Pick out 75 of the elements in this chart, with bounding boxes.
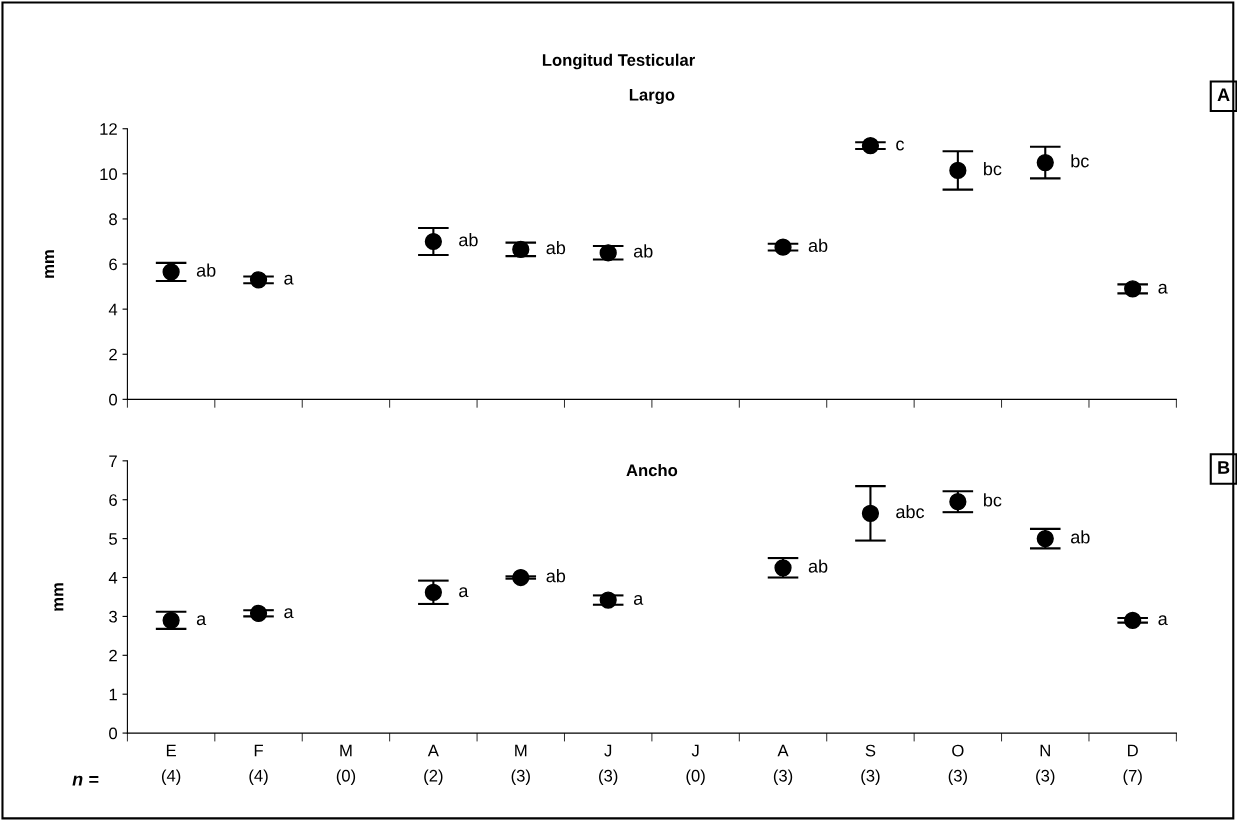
- point: [861, 504, 880, 522]
- y-tick-label: 8: [109, 213, 117, 226]
- data-label: bc: [984, 162, 1002, 176]
- point: [861, 137, 880, 155]
- point: [949, 161, 967, 180]
- x-tick-label: O (3): [948, 744, 967, 785]
- point: [949, 493, 967, 511]
- data-label: bc: [984, 493, 1002, 507]
- x-tick-label: S (3): [861, 744, 880, 785]
- y-tick-label: 10: [100, 168, 118, 181]
- data-label: ab: [633, 244, 653, 258]
- point: [599, 244, 617, 262]
- y-tick-label: 6: [109, 258, 117, 271]
- data-label: a: [633, 595, 644, 605]
- text: n =: [72, 775, 99, 786]
- x-tick-label: F (4): [249, 744, 268, 785]
- chart-title: Ancho: [626, 463, 678, 477]
- point: [599, 591, 617, 609]
- data-label: a: [1158, 283, 1168, 294]
- data-label: ab: [459, 233, 478, 247]
- y-axis-title: mm: [45, 250, 55, 278]
- y-tick-label: 7: [109, 455, 117, 467]
- point: [424, 232, 442, 251]
- y-tick-label: 0: [109, 727, 118, 740]
- data-label: ab: [546, 569, 566, 583]
- x-tick-label: E (4): [161, 744, 181, 785]
- data-label: ab: [546, 240, 566, 255]
- data-label: a: [196, 615, 207, 626]
- x-tick-label: A (2): [424, 744, 443, 785]
- y-tick-label: 5: [109, 533, 117, 545]
- x-tick-label: D (7): [1123, 744, 1142, 785]
- x-tick-label: M (3): [511, 744, 530, 785]
- y-tick-label: 6: [109, 494, 117, 506]
- chart-title: Longitud Testicular: [542, 53, 695, 70]
- y-tick-label: 3: [109, 610, 117, 623]
- y-tick-label: 2: [109, 649, 117, 662]
- point: [249, 604, 268, 622]
- text: B: [1218, 461, 1230, 474]
- x-tick-label: A (3): [773, 744, 793, 785]
- point: [1036, 153, 1054, 172]
- data-label: c: [896, 140, 904, 151]
- point: [512, 240, 530, 258]
- point: [774, 238, 792, 256]
- data-label: a: [284, 608, 294, 619]
- x-tick-label: N (3): [1036, 744, 1055, 785]
- y-tick-label: 1: [109, 688, 117, 701]
- y-tick-label: 4: [108, 303, 118, 316]
- x-tick-label: J (3): [599, 744, 618, 785]
- y-tick-label: 4: [108, 572, 118, 584]
- x-tick-label: M (0): [336, 744, 356, 785]
- data-label: ab: [1071, 530, 1090, 544]
- y-axis-title: mm: [54, 583, 64, 611]
- data-label: a: [1158, 615, 1168, 626]
- point: [249, 271, 268, 289]
- data-label: ab: [196, 263, 216, 277]
- point: [1124, 611, 1142, 629]
- y-tick-label: 2: [109, 348, 117, 361]
- point: [424, 583, 442, 601]
- y-tick-label: 12: [100, 123, 117, 135]
- point: [512, 568, 530, 587]
- text: A: [1217, 88, 1230, 101]
- data-label: a: [459, 587, 469, 598]
- data-label: a: [284, 274, 294, 285]
- point: [162, 611, 180, 629]
- point: [774, 559, 792, 577]
- data-label: ab: [808, 238, 828, 252]
- point: [1036, 530, 1054, 548]
- data-label: bc: [1071, 154, 1089, 168]
- y-tick-label: 0: [109, 393, 118, 406]
- chart-subtitle: Largo: [629, 89, 675, 105]
- x-tick-label: J (0): [686, 744, 705, 785]
- data-label: ab: [808, 559, 828, 573]
- point: [1124, 280, 1142, 298]
- data-label: abc: [896, 504, 925, 519]
- point: [162, 263, 180, 281]
